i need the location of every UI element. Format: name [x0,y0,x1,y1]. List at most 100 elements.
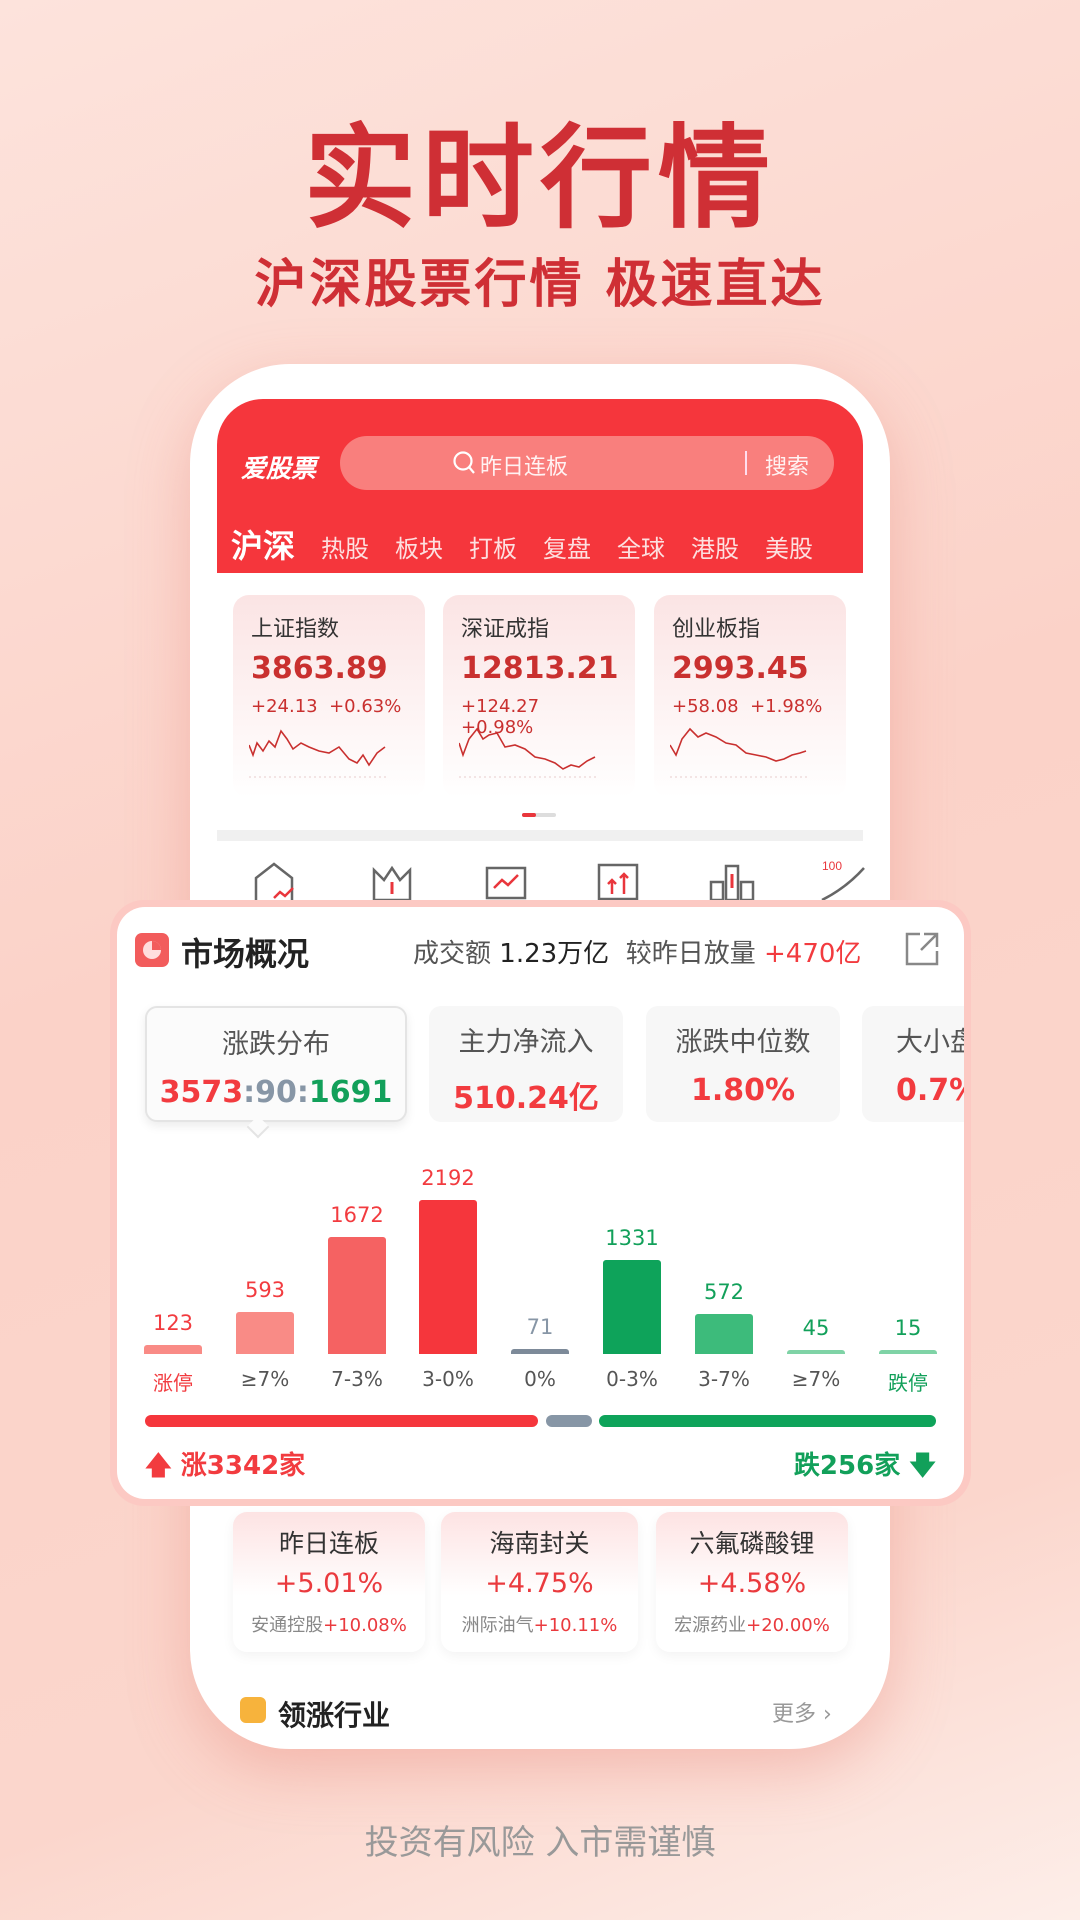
sparkline [249,729,389,778]
building-chart-icon[interactable] [252,862,300,902]
promo-title: 实时行情 [304,114,776,244]
index-pct: +1.98% [750,696,823,717]
board-up-arrows-icon[interactable] [596,862,640,902]
metric-tab-cap[interactable]: 大小盘 0.7% [862,1006,964,1122]
tab-hot[interactable]: 热股 [321,535,370,563]
search-icon [453,451,475,474]
index-card-sh[interactable]: 上证指数 3863.89 +24.13 +0.63% [233,595,425,798]
sector-card[interactable]: 六氟磷酸锂 +4.58% 宏源药业+20.00% [656,1512,848,1652]
lead-stock-pct: +20.00% [746,1615,830,1636]
index-value: 3863.89 [251,651,388,686]
compare-label: 较昨日放量 [625,939,756,969]
index-change: +58.08 [672,696,739,717]
lead-stock-pct: +10.08% [323,1615,407,1636]
distribution-bar [787,1350,845,1354]
app-header: 爱股票 昨日连板 搜索 沪深 热股 板块 打板 复盘 全球 港股 美股 [217,399,863,573]
sparkline [459,727,599,778]
down-total-label: 跌256家 [793,1451,901,1481]
lead-stock: 洲际油气 [461,1615,534,1636]
metric-value: 510.24亿 [453,1081,599,1116]
sector-card[interactable]: 海南封关 +4.75% 洲际油气+10.11% [441,1512,638,1652]
bar-category-label: 3-0% [422,1367,474,1391]
up-count: 3573 [159,1075,244,1110]
sector-card[interactable]: 昨日连板 +5.01% 安通控股+10.08% [233,1512,425,1652]
bar-value-label: 15 [894,1316,922,1340]
distribution-bar [603,1260,661,1354]
index-change: +24.13 [251,696,318,717]
tab-global[interactable]: 全球 [617,535,666,563]
bar-value-label: 572 [703,1279,745,1304]
app-logo: 爱股票 [241,454,317,483]
divider [217,830,863,841]
crown-icon[interactable] [370,862,414,902]
metric-tab-netflow[interactable]: 主力净流入 510.24亿 [429,1006,623,1122]
bar-value-label: 45 [802,1316,830,1340]
bar-value-label: 71 [526,1315,554,1339]
bar-category-label: 涨停 [153,1371,193,1395]
distribution-bar [879,1350,937,1354]
external-link-icon[interactable] [904,931,940,967]
index-change: +124.27 [461,696,540,717]
up-ratio-bar [145,1415,538,1427]
presentation-chart-icon[interactable] [484,862,528,902]
metric-label: 涨跌分布 [222,1029,330,1060]
bar-category-label: 跌停 [888,1371,928,1395]
market-overview-card: 市场概况 成交额 1.23万亿 较昨日放量 +470亿 涨跌分布 3573:90… [110,900,971,1506]
index-value: 12813.21 [461,651,619,686]
sector-name: 六氟磷酸锂 [689,1529,815,1558]
index-name: 上证指数 [251,617,340,642]
search-placeholder: 昨日连板 [480,455,569,480]
metric-label: 大小盘 [896,1027,964,1058]
bar-category-label: ≥7% [791,1367,841,1391]
up-total-label: 涨3342家 [180,1451,306,1481]
tab-review[interactable]: 复盘 [543,535,592,563]
metric-tab-distribution[interactable]: 涨跌分布 3573:90:1691 [145,1006,407,1122]
more-label: 更多 [772,1702,817,1727]
leading-industry-title: 领涨行业 [278,1699,391,1732]
growth-100-icon[interactable]: 100 [820,858,870,902]
flat-ratio-bar [546,1415,592,1427]
sector-name: 海南封关 [489,1529,590,1558]
search-button[interactable]: 搜索 [765,455,810,480]
market-title: 市场概况 [181,935,310,973]
metric-label: 涨跌中位数 [675,1027,811,1058]
tab-hk[interactable]: 港股 [691,535,740,563]
turnover-summary: 成交额 1.23万亿 较昨日放量 +470亿 [413,933,861,970]
arrow-down-icon: 🡇 [909,1451,936,1481]
compare-value: +470亿 [764,939,862,969]
podium-icon[interactable] [708,862,756,902]
bar-category-label: ≥7% [240,1367,290,1391]
bar-value-label: 2192 [421,1166,475,1190]
sparkline [670,727,810,778]
search-input[interactable]: 昨日连板 搜索 [340,436,834,490]
bar-value-label: 123 [152,1311,194,1336]
distribution-bar [419,1200,477,1354]
down-count: 1691 [308,1075,393,1110]
index-card-sz[interactable]: 深证成指 12813.21 +124.27 +0.98% [443,595,635,798]
market-tabs: 沪深 热股 板块 打板 复盘 全球 港股 美股 [231,521,813,567]
lead-stock: 宏源药业 [674,1615,747,1636]
lead-stock-pct: +10.11% [533,1615,618,1636]
industry-icon [240,1697,266,1723]
metric-tab-median[interactable]: 涨跌中位数 1.80% [646,1006,840,1122]
index-card-cyb[interactable]: 创业板指 2993.45 +58.08 +1.98% [654,595,846,798]
distribution-bar [328,1236,386,1354]
tab-daban[interactable]: 打板 [469,535,518,563]
risk-disclaimer: 投资有风险 入市需谨慎 [364,1823,716,1863]
tab-sector[interactable]: 板块 [395,535,444,563]
up-total: 🡅 涨3342家 [145,1445,305,1491]
metric-label: 主力净流入 [458,1027,594,1058]
distribution-bar [144,1345,202,1354]
metric-value: 1.80% [690,1073,796,1108]
pie-chart-icon [135,933,169,967]
bar-category-label: 0% [524,1367,556,1391]
more-link[interactable]: 更多 › [772,1702,832,1727]
sector-pct: +4.58% [697,1568,807,1599]
promo-subtitle: 沪深股票行情 极速直达 [254,255,826,315]
carousel-indicator [522,813,556,817]
distribution-bar [236,1312,294,1354]
lead-stock: 安通控股 [251,1615,324,1636]
distribution-bar [511,1349,569,1354]
tab-us[interactable]: 美股 [765,535,814,563]
tab-hushen[interactable]: 沪深 [231,527,296,565]
